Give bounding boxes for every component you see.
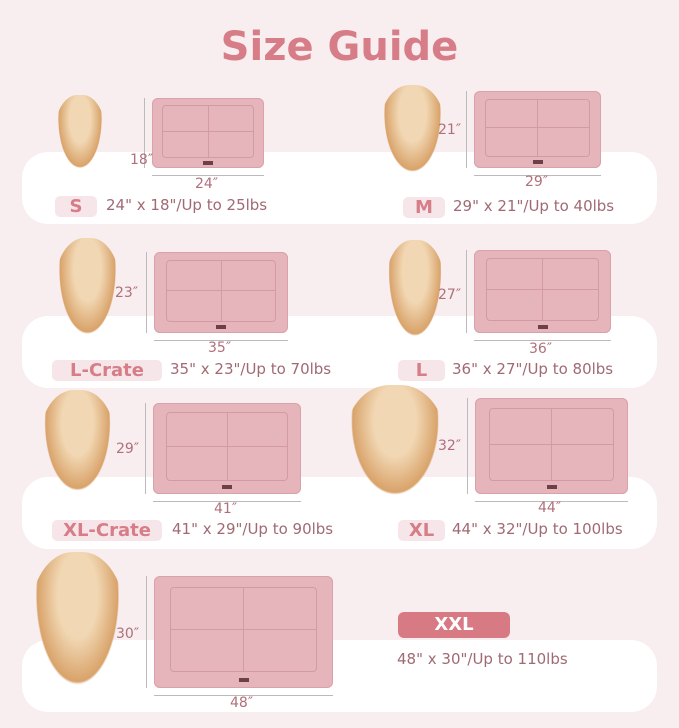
band bbox=[22, 640, 657, 712]
mat-image bbox=[474, 91, 601, 168]
size-description: 41" x 29"/Up to 90lbs bbox=[172, 520, 334, 538]
height-label: 29″ bbox=[116, 441, 140, 457]
size-description: 36" x 27"/Up to 80lbs bbox=[452, 360, 614, 378]
height-label: 27″ bbox=[438, 287, 462, 303]
mat-image bbox=[475, 398, 628, 494]
size-badge: M bbox=[403, 197, 445, 218]
brand-tag bbox=[203, 160, 213, 165]
width-label: 36″ bbox=[529, 341, 553, 357]
width-line bbox=[475, 501, 628, 502]
height-label: 32″ bbox=[438, 438, 462, 454]
height-line bbox=[144, 98, 145, 168]
brand-tag bbox=[216, 324, 226, 329]
height-label: 30″ bbox=[116, 626, 140, 642]
height-line bbox=[467, 398, 468, 494]
width-line bbox=[474, 340, 611, 341]
height-line bbox=[466, 91, 467, 168]
size-badge: L-Crate bbox=[52, 360, 162, 381]
width-label: 35″ bbox=[208, 340, 232, 356]
size-description: 29" x 21"/Up to 40lbs bbox=[453, 197, 615, 215]
brand-tag bbox=[222, 485, 232, 490]
width-line bbox=[152, 175, 264, 176]
page-title: Size Guide bbox=[220, 24, 459, 70]
width-label: 48″ bbox=[230, 695, 254, 711]
width-label: 29″ bbox=[525, 174, 549, 190]
dog-photo bbox=[385, 240, 445, 345]
width-line bbox=[154, 340, 288, 341]
size-badge: XXL bbox=[398, 612, 510, 638]
width-label: 41″ bbox=[214, 501, 238, 517]
height-line bbox=[466, 250, 467, 333]
dog-photo bbox=[30, 552, 125, 697]
height-label: 21″ bbox=[438, 122, 462, 138]
dog-photo bbox=[55, 238, 120, 343]
size-badge: XL-Crate bbox=[52, 520, 162, 541]
width-line bbox=[154, 695, 333, 696]
brand-tag bbox=[238, 678, 249, 683]
dog-photo bbox=[55, 95, 105, 175]
height-label: 23″ bbox=[115, 285, 139, 301]
mat-image bbox=[154, 576, 333, 688]
width-label: 44″ bbox=[538, 500, 562, 516]
size-description: 24" x 18"/Up to 25lbs bbox=[106, 196, 268, 214]
width-label: 24″ bbox=[195, 176, 219, 192]
mat-image bbox=[154, 252, 288, 333]
height-label: 18″ bbox=[130, 152, 154, 168]
dog-photo bbox=[380, 85, 445, 180]
size-badge: L bbox=[398, 360, 445, 381]
brand-tag bbox=[546, 485, 557, 490]
size-description: 44" x 32"/Up to 100lbs bbox=[452, 520, 623, 538]
dog-photo bbox=[345, 385, 445, 505]
mat-image bbox=[153, 403, 301, 494]
width-line bbox=[474, 175, 601, 176]
height-line bbox=[145, 403, 146, 494]
brand-tag bbox=[532, 160, 543, 165]
mat-image bbox=[152, 98, 264, 168]
size-description: 35" x 23"/Up to 70lbs bbox=[170, 360, 332, 378]
size-description: 48" x 30"/Up to 110lbs bbox=[397, 650, 568, 668]
brand-tag bbox=[537, 324, 548, 329]
dog-photo bbox=[40, 390, 115, 500]
width-line bbox=[153, 501, 301, 502]
height-line bbox=[146, 252, 147, 333]
height-line bbox=[146, 576, 147, 688]
size-badge: XL bbox=[398, 520, 445, 541]
mat-image bbox=[474, 250, 611, 333]
size-badge: S bbox=[55, 196, 97, 217]
